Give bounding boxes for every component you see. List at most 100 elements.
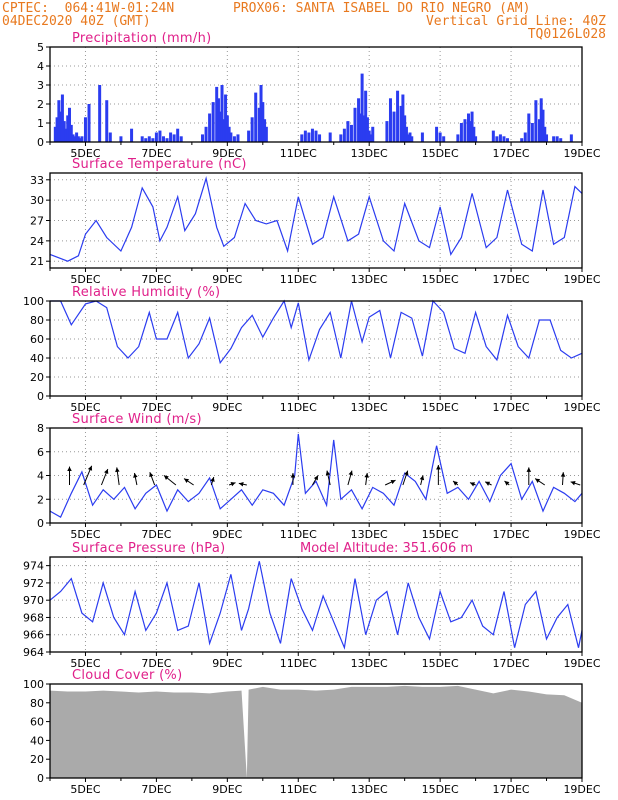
precip-bar — [339, 134, 343, 142]
precip-bar — [66, 115, 70, 142]
y-tick-label: 8 — [37, 422, 44, 435]
wind-vector-head — [419, 475, 425, 481]
wind-vector-head — [210, 477, 215, 482]
precip-bar — [569, 134, 573, 142]
precip-bar — [204, 126, 208, 142]
precip-bar — [224, 94, 228, 142]
precip-bar — [555, 136, 559, 142]
precip-bar — [527, 113, 531, 142]
precip-bar — [225, 115, 229, 142]
x-tick-label: 15DEC — [422, 528, 459, 541]
precip-bar — [502, 136, 506, 142]
x-tick-label: 15DEC — [422, 783, 459, 796]
precip-bar — [358, 113, 362, 142]
wind-vector-head — [115, 467, 120, 473]
x-tick-label: 7DEC — [141, 657, 171, 670]
precip-bar — [236, 134, 240, 142]
precip-bar — [169, 132, 173, 142]
precip-bar — [539, 98, 543, 142]
series-line-pressure — [49, 561, 583, 650]
precip-bar — [98, 85, 102, 142]
precip-bar — [392, 111, 396, 142]
wind-vector-head — [133, 473, 138, 478]
y-tick-label: 1 — [37, 117, 44, 130]
precip-bar — [64, 128, 68, 142]
precip-bar — [300, 134, 304, 142]
y-tick-label: 100 — [23, 295, 44, 308]
wind-vector-head — [364, 473, 369, 478]
precip-bar — [208, 113, 212, 142]
x-tick-label: 13DEC — [351, 401, 388, 414]
precip-bar — [264, 126, 268, 142]
precip-bar — [158, 130, 162, 142]
precip-bar — [403, 115, 407, 142]
y-tick-label: 0 — [37, 517, 44, 530]
y-tick-label: 21 — [30, 255, 44, 268]
y-tick-label: 3 — [37, 79, 44, 92]
x-tick-label: 19DEC — [563, 273, 600, 286]
precip-bar — [55, 117, 59, 142]
precip-bar — [75, 132, 79, 142]
panel-temperature — [46, 172, 583, 272]
precip-bar — [60, 94, 64, 142]
y-tick-label: 27 — [30, 215, 44, 228]
y-tick-label: 60 — [30, 333, 44, 346]
y-tick-label: 4 — [37, 60, 44, 73]
panel-title: Relative Humidity (%) — [72, 285, 220, 300]
precip-bar — [559, 138, 563, 142]
precip-bar — [367, 130, 371, 142]
x-tick-label: 19DEC — [563, 401, 600, 414]
y-tick-label: 20 — [30, 753, 44, 766]
precip-bar — [144, 138, 148, 142]
y-tick-label: 60 — [30, 716, 44, 729]
y-tick-label: 80 — [30, 697, 44, 710]
precip-bar — [364, 90, 368, 142]
precip-bar — [362, 115, 366, 142]
wind-vector-head — [560, 472, 566, 477]
x-tick-label: 13DEC — [351, 657, 388, 670]
header-model: TQ0126L028 — [527, 27, 606, 42]
x-tick-label: 9DEC — [212, 401, 242, 414]
precip-bar — [211, 102, 215, 142]
precip-bar — [154, 132, 158, 142]
y-tick-label: 6 — [37, 446, 44, 459]
precip-bar — [87, 104, 91, 142]
x-tick-label: 15DEC — [422, 657, 459, 670]
wind-vector-head — [238, 482, 244, 487]
wind-vector-head — [526, 467, 532, 472]
y-tick-label: 40 — [30, 734, 44, 747]
precip-bar — [147, 136, 151, 142]
y-tick-label: 970 — [23, 594, 44, 607]
precip-bar — [247, 130, 251, 142]
precip-bar — [76, 136, 80, 142]
x-tick-label: 11DEC — [280, 147, 317, 160]
precip-bar — [456, 134, 460, 142]
precip-bar — [250, 117, 254, 142]
y-tick-label: 972 — [23, 577, 44, 590]
precip-bar — [69, 124, 73, 142]
precip-bar — [222, 119, 226, 142]
header-location: CPTEC: 064:41W-01:24N — [2, 1, 175, 16]
precip-bar — [349, 124, 353, 142]
wind-vector-head — [453, 481, 458, 486]
precip-bar — [459, 123, 463, 142]
precip-bar — [357, 98, 361, 142]
x-tick-label: 17DEC — [493, 783, 530, 796]
wind-vector-head — [470, 482, 475, 487]
precip-bar — [108, 132, 112, 142]
y-tick-label: 0 — [37, 136, 44, 149]
wind-vector-head — [504, 481, 510, 486]
precip-bar — [232, 136, 236, 142]
precip-bar — [520, 138, 524, 142]
y-tick-label: 20 — [30, 371, 44, 384]
y-tick-label: 964 — [23, 646, 44, 659]
panel-frame — [49, 683, 583, 779]
precip-bar — [216, 98, 220, 142]
wind-vector-head — [149, 472, 154, 478]
panel-cloud-cover — [46, 683, 583, 782]
precip-bar — [80, 136, 84, 142]
y-tick-label: 80 — [30, 314, 44, 327]
series-line-temperature — [49, 176, 583, 262]
wind-vector-head — [325, 470, 331, 476]
x-tick-label: 17DEC — [493, 657, 530, 670]
